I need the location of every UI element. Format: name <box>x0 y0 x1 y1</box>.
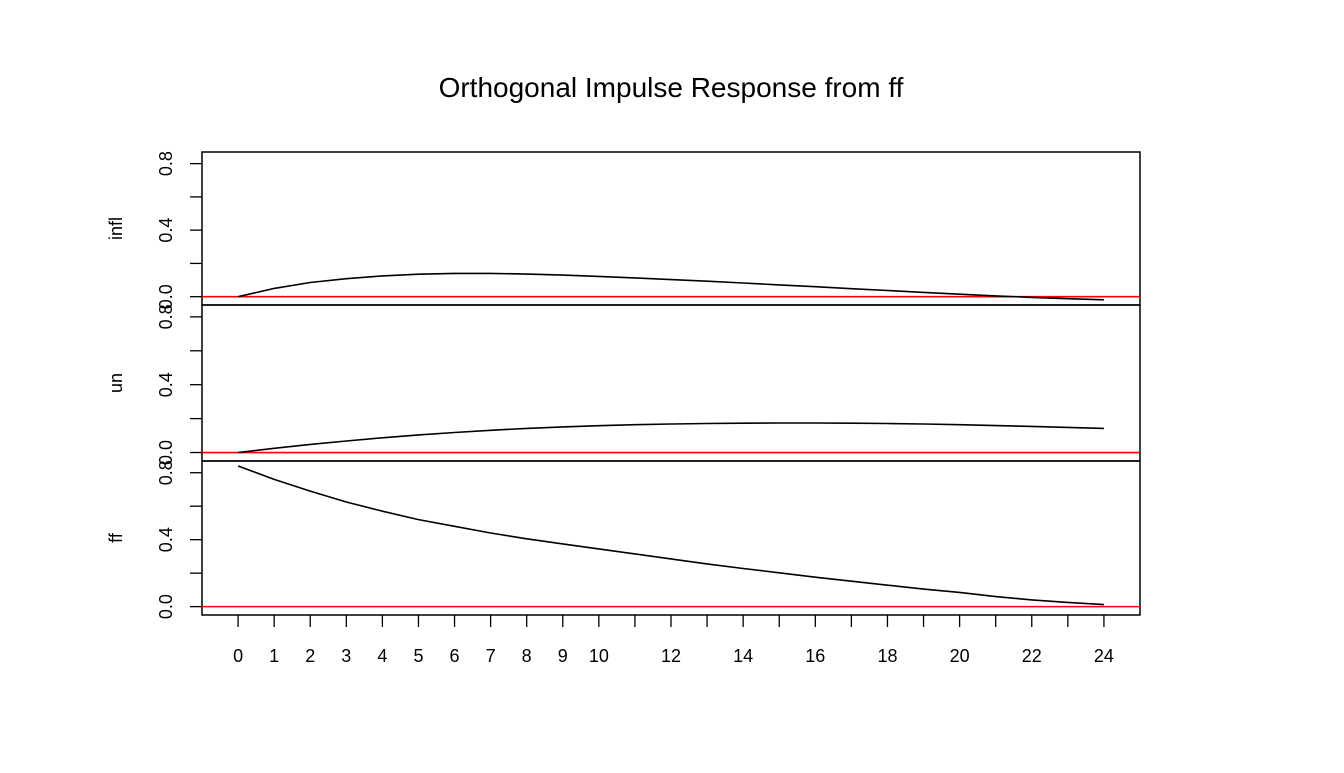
y-tick-label: 0.4 <box>156 218 176 243</box>
y-tick-label: 0.8 <box>156 151 176 176</box>
chart-title: Orthogonal Impulse Response from ff <box>439 72 904 103</box>
y-tick-label: 0.8 <box>156 460 176 485</box>
y-tick-label: 0.0 <box>156 594 176 619</box>
panel-label-infl: infl <box>106 217 126 240</box>
x-tick-label: 14 <box>733 646 753 666</box>
panel-ff: 0.0 0.4 0.8 ff <box>106 460 1141 619</box>
x-tick-label: 4 <box>377 646 387 666</box>
series-line-un <box>238 422 1104 454</box>
x-tick-label: 1 <box>269 646 279 666</box>
panel-frame <box>201 151 1141 306</box>
x-tick-label: 9 <box>558 646 568 666</box>
x-tick-label: 18 <box>877 646 897 666</box>
panel-label-ff: ff <box>106 532 126 543</box>
series-line-infl <box>237 272 1104 301</box>
panel-label-un: un <box>106 373 126 393</box>
y-tick-label: 0.4 <box>156 527 176 552</box>
x-tick-label: 24 <box>1094 646 1114 666</box>
y-tick-label: 0.4 <box>156 372 176 397</box>
x-tick-label: 3 <box>341 646 351 666</box>
x-tick-label: 6 <box>450 646 460 666</box>
panel-frame <box>201 460 1141 616</box>
x-tick-label: 16 <box>805 646 825 666</box>
series-line-ff <box>237 465 1104 606</box>
panel-un: 0.0 0.4 0.8 un <box>106 304 1141 465</box>
x-tick-label: 8 <box>522 646 532 666</box>
x-tick-label: 20 <box>950 646 970 666</box>
panel-infl: 0.0 0.4 0.8 infl <box>106 151 1141 309</box>
y-tick-label: 0.0 <box>156 440 176 465</box>
x-tick-label: 10 <box>589 646 609 666</box>
y-tick-label: 0.8 <box>156 304 176 329</box>
panels: 0.0 0.4 0.8 infl 0.0 0.4 0.8 un 0.0 0.4 0.8 ff <box>106 151 1141 619</box>
x-tick-label: 12 <box>661 646 681 666</box>
x-tick-label: 7 <box>486 646 496 666</box>
x-tick-label: 22 <box>1022 646 1042 666</box>
panel-frame <box>201 304 1141 462</box>
x-tick-label: 2 <box>305 646 315 666</box>
x-tick-label: 5 <box>413 646 423 666</box>
x-tick-label: 0 <box>233 646 243 666</box>
x-axis: 0 1 2 3 4 5 6 7 8 9 10 12 14 16 18 20 22 24 <box>233 615 1114 666</box>
y-tick-label: 0.0 <box>156 284 176 309</box>
